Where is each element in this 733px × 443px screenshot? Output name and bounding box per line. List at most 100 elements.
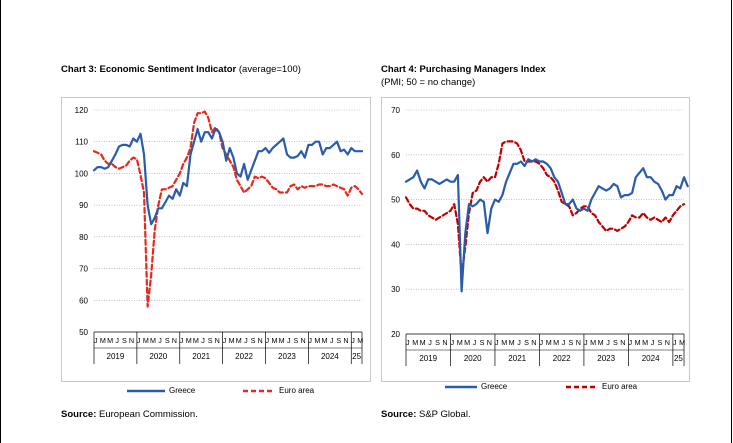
chart4-subtitle: (PMI; 50 = no change) [381, 77, 476, 88]
x-month-tick-label: S [208, 336, 213, 345]
x-month-tick-label: J [223, 336, 227, 345]
x-month-tick-label: M [321, 336, 327, 345]
x-month-tick-label: M [420, 338, 426, 347]
page-border-right [731, 0, 732, 443]
series-line-greece [404, 158, 689, 293]
chart4-title-bold: Chart 4: Purchasing Managers Index [381, 64, 546, 75]
x-month-tick-label: N [343, 336, 348, 345]
series-line-greece [92, 127, 364, 226]
x-month-tick-label: M [501, 338, 507, 347]
series-line-euro-area [92, 110, 364, 308]
chart3-legend-greece: Greece [127, 386, 195, 395]
x-month-tick-label: J [606, 338, 610, 347]
x-year-label: 2023 [278, 352, 296, 361]
chart4-frame: 20 30 40 50 60 70 J M M J S N J M M J S N J M M J S N J M M J S N J M M J… [381, 97, 690, 382]
x-year-label: 2023 [597, 354, 615, 363]
y-tick-label: 110 [75, 138, 88, 147]
legend-line-solid-icon [127, 389, 165, 392]
y-tick-label: 50 [391, 196, 400, 205]
x-month-tick-label: S [658, 338, 663, 347]
chart3-source-text: European Commission. [96, 409, 198, 420]
x-month-tick-label: M [229, 336, 235, 345]
x-month-tick-label: N [172, 336, 177, 345]
y-tick-label: 90 [79, 201, 88, 210]
x-month-tick-label: M [635, 338, 641, 347]
x-month-tick-label: J [308, 336, 312, 345]
y-tick-label: 100 [75, 169, 89, 178]
chart3-title-bold: Chart 3: Economic Sentiment Indicator [61, 64, 237, 75]
x-month-tick-label: J [115, 336, 119, 345]
x-year-label: 25 [352, 352, 361, 361]
chart4-legend-euro-label: Euro area [602, 382, 638, 391]
x-month-tick-label: J [517, 338, 521, 347]
y-tick-label: 60 [79, 296, 88, 305]
chart3-source: Source: European Commission. [61, 409, 198, 420]
x-month-tick-label: M [457, 338, 463, 347]
x-month-tick-label: S [293, 336, 298, 345]
x-month-tick-label: N [620, 338, 625, 347]
x-month-tick-label: J [406, 338, 410, 347]
x-month-tick-label: M [279, 336, 285, 345]
x-month-tick-label: M [598, 338, 604, 347]
x-month-tick-label: J [584, 338, 588, 347]
chart4-legend-greece-label: Greece [481, 382, 508, 391]
x-month-tick-label: N [665, 338, 670, 347]
x-month-tick-label: J [351, 336, 355, 345]
y-tick-label: 60 [391, 151, 400, 160]
x-month-tick-label: S [480, 338, 485, 347]
x-month-tick-label: J [137, 336, 141, 345]
y-tick-label: 20 [391, 330, 400, 339]
chart3-legend-euro-label: Euro area [279, 386, 315, 395]
chart3-legend-greece-label: Greece [169, 386, 196, 395]
x-month-tick-label: M [186, 336, 192, 345]
x-month-tick-label: J [180, 336, 184, 345]
x-month-tick-label: J [266, 336, 270, 345]
y-tick-label: 80 [79, 233, 88, 242]
chart3-frame: 50 60 70 80 90 100 110 120 J M M J S N J M M J S N J M M J S N J M M… [61, 97, 371, 382]
x-month-tick-label: N [487, 338, 492, 347]
x-month-tick-label: J [651, 338, 655, 347]
chart3-legend-euro: Euro area [243, 386, 314, 395]
chart4-legend-greece: Greece [445, 382, 507, 391]
x-month-tick-label: J [628, 338, 632, 347]
legend-line-solid-icon [445, 385, 477, 388]
x-month-tick-label: J [495, 338, 499, 347]
x-month-tick-label: N [576, 338, 581, 347]
y-tick-label: 70 [79, 265, 88, 274]
x-month-tick-label: J [428, 338, 432, 347]
y-tick-label: 40 [391, 240, 400, 249]
x-month-tick-label: M [464, 338, 470, 347]
x-month-tick-label: M [412, 338, 418, 347]
chart4-title: Chart 4: Purchasing Managers Index [381, 64, 546, 75]
x-month-tick-label: M [236, 336, 242, 345]
x-month-tick-label: J [330, 336, 334, 345]
x-year-label: 2022 [553, 354, 571, 363]
x-month-tick-label: J [287, 336, 291, 345]
x-month-tick-label: S [165, 336, 170, 345]
x-month-tick-label: M [143, 336, 149, 345]
chart4-source-label: Source: [381, 409, 417, 420]
x-year-label: 2021 [508, 354, 526, 363]
x-month-tick-label: N [258, 336, 263, 345]
legend-line-dashed-icon [566, 385, 598, 388]
x-month-tick-label: M [193, 336, 199, 345]
x-month-tick-label: N [531, 338, 536, 347]
x-month-tick-label: J [158, 336, 162, 345]
x-month-tick-label: S [569, 338, 574, 347]
x-month-tick-label: M [271, 336, 277, 345]
x-month-tick-label: S [613, 338, 618, 347]
chart3-source-label: Source: [61, 409, 97, 420]
chart3-title-rest: (average=100) [236, 64, 301, 75]
y-tick-label: 120 [75, 106, 89, 115]
x-year-label: 2020 [149, 352, 167, 361]
page-border-left [0, 0, 1, 443]
x-month-tick-label: M [314, 336, 320, 345]
series-line-euro-area [404, 140, 686, 277]
x-year-label: 2022 [235, 352, 253, 361]
x-year-label: 2019 [107, 352, 125, 361]
x-month-tick-label: M [590, 338, 596, 347]
x-year-label: 2024 [321, 352, 339, 361]
x-month-tick-label: N [300, 336, 305, 345]
y-tick-label: 30 [391, 285, 400, 294]
x-year-label: 2021 [192, 352, 210, 361]
